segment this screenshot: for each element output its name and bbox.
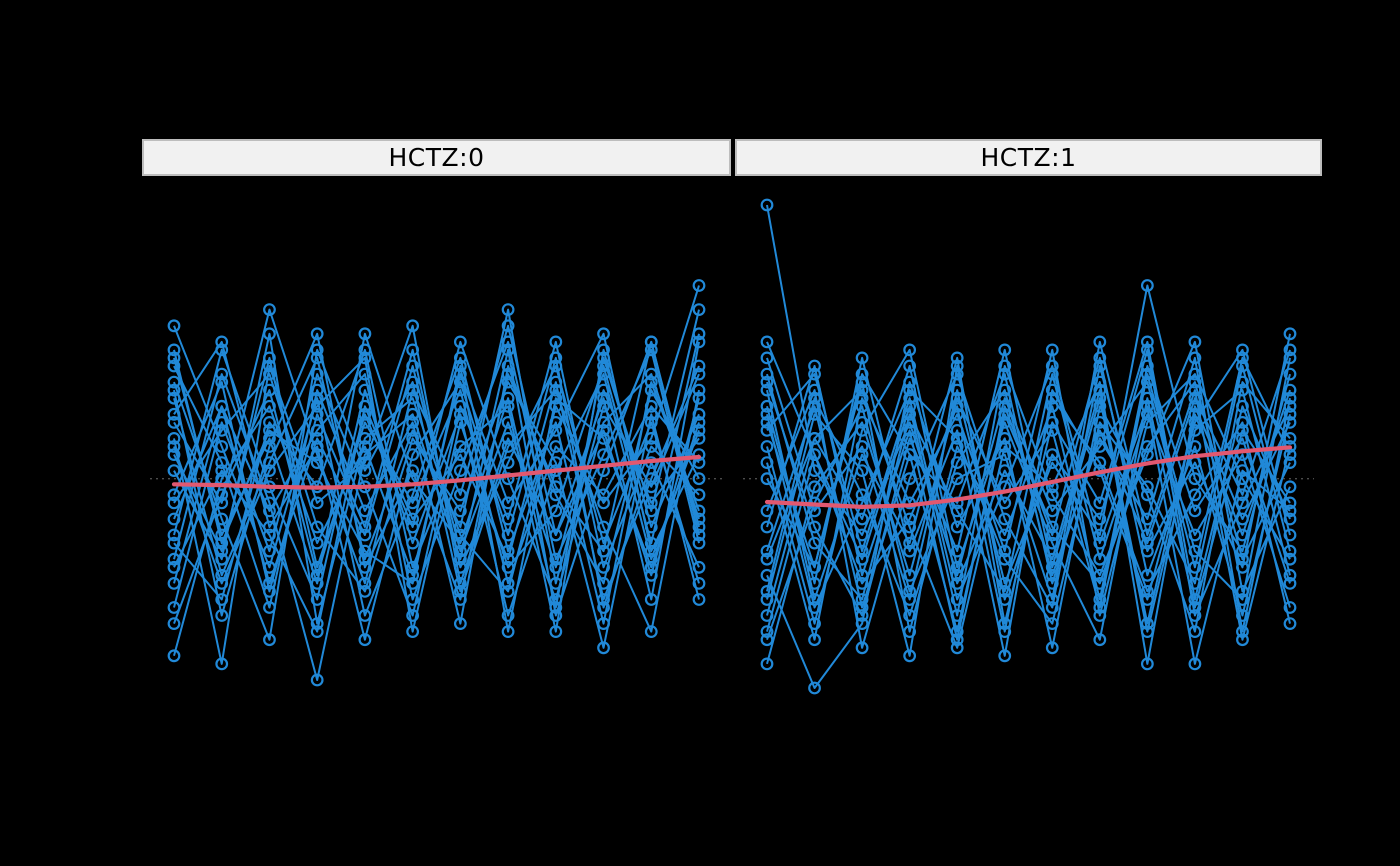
facet-strip-hctz1: HCTZ:1 [735,139,1322,176]
facet-strip-hctz0: HCTZ:0 [142,139,731,176]
facet-strip-label: HCTZ:1 [980,143,1077,172]
facet-strip-label: HCTZ:0 [388,143,485,172]
